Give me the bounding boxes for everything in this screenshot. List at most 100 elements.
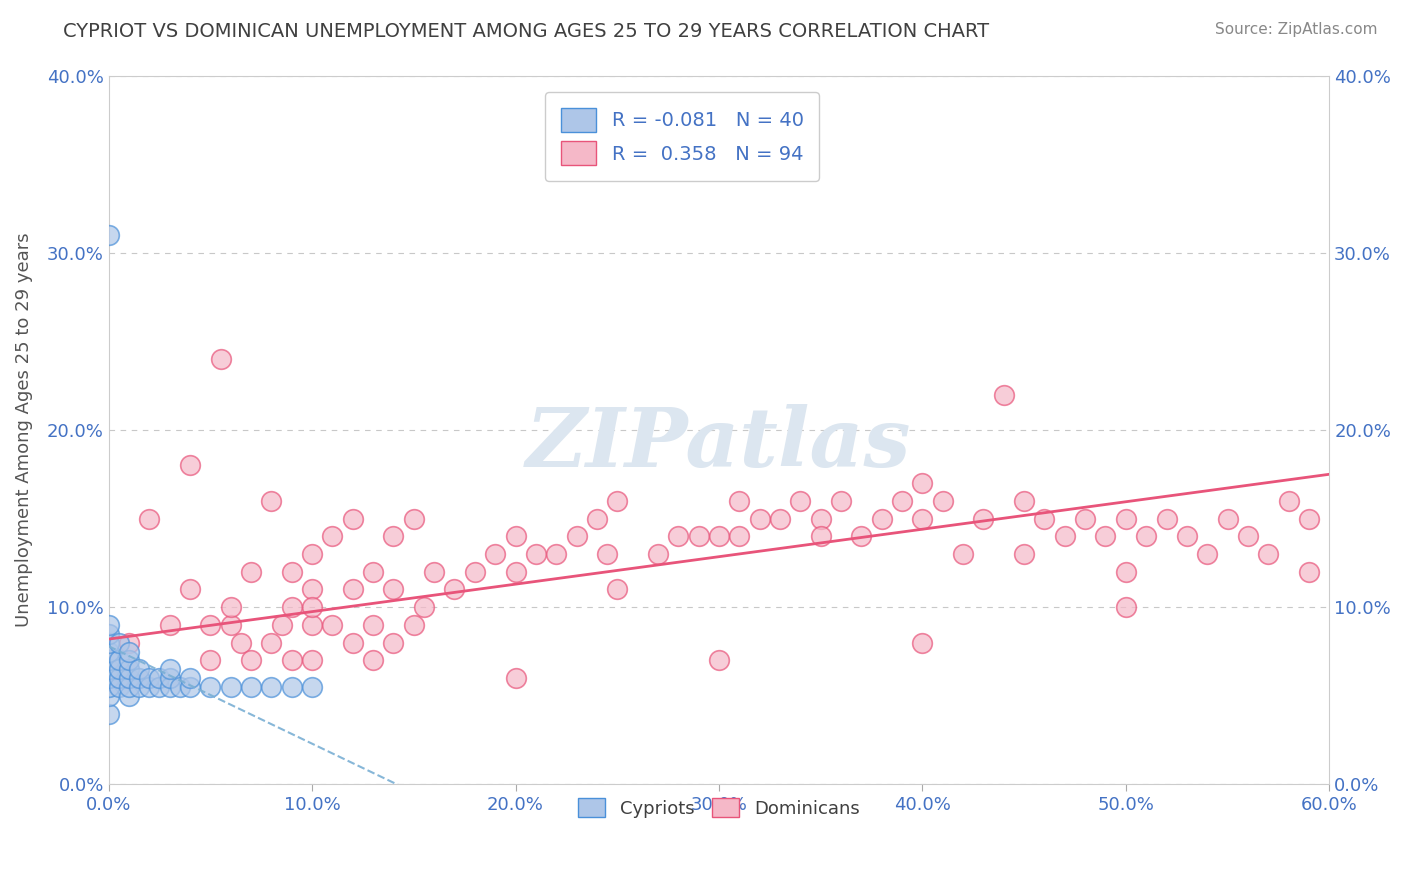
Point [118,671,141,685]
Point [97,680,120,694]
Point [413,600,436,615]
Point [301,653,323,667]
Point [128,671,150,685]
Point [546,547,568,561]
Point [97,671,120,685]
Point [402,511,425,525]
Point [891,494,914,508]
Point [97,644,120,658]
Point [830,494,852,508]
Point [97,618,120,632]
Point [179,680,201,694]
Point [260,680,283,694]
Point [596,547,619,561]
Point [464,565,486,579]
Point [159,662,181,676]
Point [301,582,323,597]
Point [688,529,710,543]
Point [1115,600,1137,615]
Point [361,565,384,579]
Point [1115,511,1137,525]
Point [280,565,302,579]
Point [1074,511,1097,525]
Point [769,511,792,525]
Point [443,582,465,597]
Point [118,635,141,649]
Point [402,618,425,632]
Point [382,582,405,597]
Point [301,680,323,694]
Point [97,706,120,721]
Text: ZIPatlas: ZIPatlas [526,404,911,484]
Point [118,680,141,694]
Point [97,662,120,676]
Point [159,618,181,632]
Point [219,680,242,694]
Legend: Cypriots, Dominicans: Cypriots, Dominicans [571,791,868,825]
Point [219,600,242,615]
Point [138,671,160,685]
Point [97,689,120,703]
Point [505,671,527,685]
Point [911,511,934,525]
Point [748,511,770,525]
Point [280,680,302,694]
Point [728,494,751,508]
Point [138,680,160,694]
Point [382,529,405,543]
Point [107,662,129,676]
Point [505,529,527,543]
Point [1094,529,1116,543]
Point [707,529,730,543]
Point [148,680,170,694]
Point [118,662,141,676]
Point [1257,547,1279,561]
Point [159,680,181,694]
Point [1237,529,1260,543]
Point [209,352,232,367]
Point [321,529,343,543]
Point [565,529,588,543]
Point [810,529,832,543]
Point [219,618,242,632]
Point [1012,547,1035,561]
Point [1053,529,1076,543]
Point [505,565,527,579]
Point [361,618,384,632]
Point [179,582,201,597]
Point [1216,511,1239,525]
Point [1277,494,1299,508]
Point [118,689,141,703]
Point [240,565,263,579]
Point [484,547,506,561]
Point [1156,511,1178,525]
Point [851,529,873,543]
Point [107,653,129,667]
Point [301,618,323,632]
Point [1033,511,1056,525]
Point [200,680,222,694]
Point [1135,529,1157,543]
Point [1012,494,1035,508]
Point [128,662,150,676]
Point [260,635,283,649]
Text: Source: ZipAtlas.com: Source: ZipAtlas.com [1215,22,1378,37]
Point [97,627,120,641]
Point [728,529,751,543]
Point [1175,529,1198,543]
Point [159,671,181,685]
Point [993,387,1015,401]
Point [128,680,150,694]
Point [666,529,689,543]
Point [1115,565,1137,579]
Point [240,680,263,694]
Point [179,458,201,473]
Point [789,494,811,508]
Point [200,618,222,632]
Point [280,653,302,667]
Point [179,671,201,685]
Point [97,227,120,242]
Point [870,511,893,525]
Point [586,511,609,525]
Point [342,511,364,525]
